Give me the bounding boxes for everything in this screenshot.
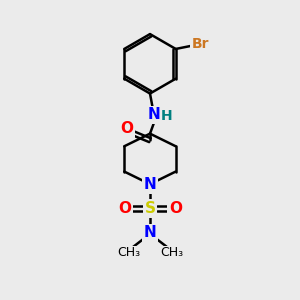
- Text: O: O: [118, 201, 131, 216]
- Text: O: O: [120, 122, 133, 136]
- Text: O: O: [169, 201, 182, 216]
- Text: H: H: [161, 110, 173, 123]
- Text: Br: Br: [191, 38, 209, 52]
- Text: N: N: [148, 107, 161, 122]
- Text: N: N: [144, 177, 156, 192]
- Text: CH₃: CH₃: [160, 246, 183, 259]
- Text: N: N: [144, 225, 156, 240]
- Text: S: S: [145, 201, 155, 216]
- Text: CH₃: CH₃: [117, 246, 140, 259]
